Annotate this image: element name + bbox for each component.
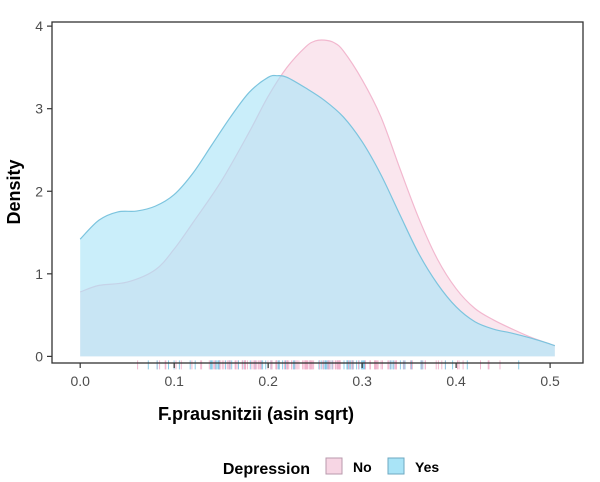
legend: Depression No Yes: [223, 457, 439, 478]
axis-layer: 0.0 0.1 0.2 0.3 0.4 0.5 0 1 2 3 4: [35, 18, 584, 389]
x-tick-label: 0.1: [164, 373, 184, 389]
y-tick-label: 2: [35, 183, 43, 199]
y-tick-label: 4: [35, 18, 43, 34]
legend-key-no: [325, 457, 343, 475]
panel-border: [51, 21, 584, 364]
x-axis-title: F.prausnitzii (asin sqrt): [158, 404, 354, 424]
legend-title: Depression: [223, 461, 310, 478]
x-tick-label: 0.2: [258, 373, 278, 389]
y-tick-label: 1: [35, 266, 43, 282]
plot-layer: [79, 39, 556, 370]
legend-key-yes: [387, 457, 405, 475]
density-area-yes: [80, 75, 555, 357]
x-tick-label: 0.4: [446, 373, 466, 389]
x-tick-label: 0.5: [540, 373, 560, 389]
legend-label-no: No: [353, 459, 372, 475]
y-axis-title: Density: [4, 159, 24, 224]
y-tick-label: 3: [35, 101, 43, 117]
density-curve-yes: [79, 74, 556, 347]
y-tick-label: 0: [35, 348, 43, 364]
legend-label-yes: Yes: [415, 459, 439, 475]
x-tick-label: 0.0: [70, 373, 90, 389]
x-tick-label: 0.3: [352, 373, 372, 389]
